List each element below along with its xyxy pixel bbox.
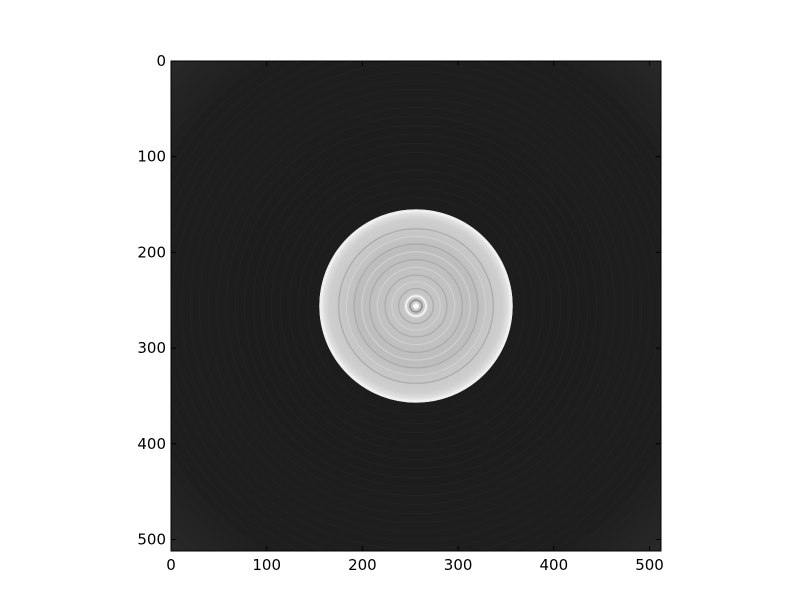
x-tick-label: 0 <box>166 556 176 574</box>
image-layer <box>171 61 661 551</box>
background-ring <box>279 169 553 443</box>
x-tick-label: 300 <box>444 556 473 574</box>
x-tick-label: 200 <box>348 556 377 574</box>
background-ring <box>261 151 571 461</box>
background-ring <box>225 115 607 497</box>
disk-ring <box>361 251 471 361</box>
disk-ring <box>376 266 456 346</box>
x-tick-label: 400 <box>539 556 568 574</box>
disk-ring <box>403 293 429 319</box>
background-ring <box>243 133 589 479</box>
background-ring <box>189 79 643 533</box>
background-ring <box>306 196 526 416</box>
disk-ring <box>353 243 479 369</box>
disk-ring <box>369 259 463 353</box>
background-ring <box>171 61 661 551</box>
disk-ring <box>391 281 441 331</box>
x-tick-label: 100 <box>252 556 281 574</box>
y-tick-label: 400 <box>137 435 166 453</box>
background-ring <box>180 70 652 542</box>
background-ring <box>252 142 580 470</box>
x-tick-label: 500 <box>635 556 664 574</box>
center-ring-inner <box>409 299 423 313</box>
center-spot <box>413 303 419 309</box>
disk-ring <box>345 235 487 377</box>
y-tick-label: 300 <box>137 339 166 357</box>
disk-ring <box>338 228 494 384</box>
background-ring <box>234 124 598 488</box>
y-tick-label: 0 <box>156 52 166 70</box>
background-ring <box>297 187 535 425</box>
center-ring <box>405 295 427 317</box>
background-ring <box>288 178 544 434</box>
y-tick-label: 200 <box>137 243 166 261</box>
background-ring <box>207 97 625 515</box>
disk-rim <box>319 209 513 403</box>
background-ring <box>270 160 562 452</box>
y-tick-label: 100 <box>137 148 166 166</box>
background-ring <box>216 106 616 506</box>
y-tick-label: 500 <box>137 531 166 549</box>
axes-frame <box>170 60 662 552</box>
disk-ring <box>398 288 434 324</box>
background-ring <box>198 88 634 524</box>
disk-ring <box>384 274 448 338</box>
